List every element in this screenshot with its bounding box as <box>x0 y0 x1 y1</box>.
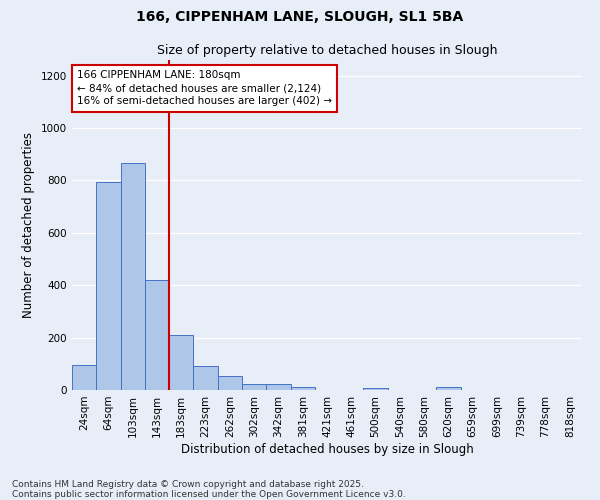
X-axis label: Distribution of detached houses by size in Slough: Distribution of detached houses by size … <box>181 442 473 456</box>
Bar <box>436 388 461 390</box>
Text: 166 CIPPENHAM LANE: 180sqm
← 84% of detached houses are smaller (2,124)
16% of s: 166 CIPPENHAM LANE: 180sqm ← 84% of deta… <box>77 70 332 106</box>
Bar <box>169 335 193 390</box>
Bar <box>193 366 218 390</box>
Bar <box>364 388 388 390</box>
Bar <box>218 376 242 390</box>
Y-axis label: Number of detached properties: Number of detached properties <box>22 132 35 318</box>
Text: Contains HM Land Registry data © Crown copyright and database right 2025.: Contains HM Land Registry data © Crown c… <box>12 480 364 489</box>
Bar <box>290 387 315 390</box>
Bar <box>145 280 169 390</box>
Bar <box>72 365 96 390</box>
Bar <box>121 162 145 390</box>
Text: 166, CIPPENHAM LANE, SLOUGH, SL1 5BA: 166, CIPPENHAM LANE, SLOUGH, SL1 5BA <box>136 10 464 24</box>
Bar <box>96 182 121 390</box>
Text: Contains public sector information licensed under the Open Government Licence v3: Contains public sector information licen… <box>12 490 406 499</box>
Bar <box>266 384 290 390</box>
Title: Size of property relative to detached houses in Slough: Size of property relative to detached ho… <box>157 44 497 58</box>
Bar <box>242 384 266 390</box>
